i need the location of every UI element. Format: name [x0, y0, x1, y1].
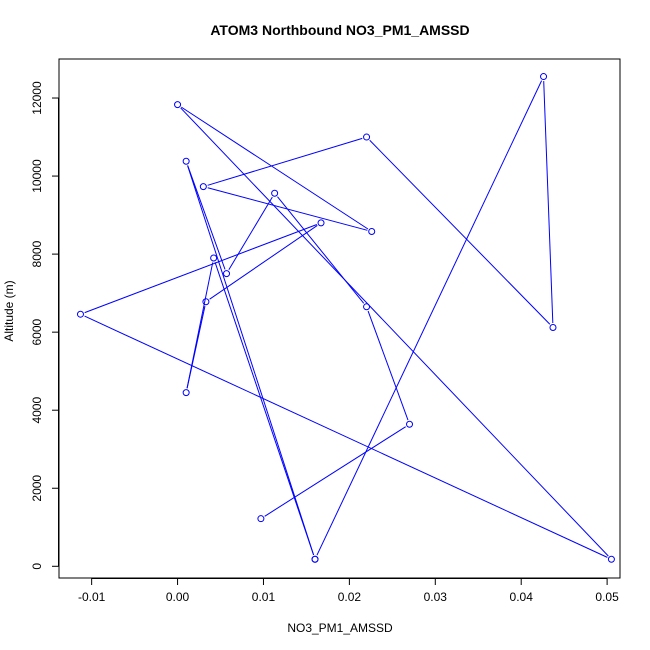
series-layer: [84, 80, 609, 558]
series-line-segment: [316, 80, 543, 556]
data-point: [549, 323, 557, 331]
data-point: [540, 73, 548, 81]
series-line-segment: [228, 196, 273, 271]
data-point: [76, 310, 84, 318]
x-tick-label: -0.01: [78, 590, 106, 604]
y-tick-label: 0: [30, 563, 44, 570]
data-point: [182, 157, 190, 165]
series-line-segment: [187, 165, 315, 556]
series-line-segment: [367, 310, 409, 421]
data-point: [199, 183, 207, 191]
series-line-segment: [84, 224, 317, 314]
data-point: [271, 189, 279, 197]
marker-layer: [76, 73, 615, 563]
y-tick-label: 10000: [30, 159, 44, 193]
data-point: [210, 254, 218, 262]
series-line-segment: [264, 426, 406, 517]
x-tick-label: 0.02: [338, 590, 362, 604]
series-line-segment: [214, 262, 315, 556]
series-line-segment: [209, 225, 318, 300]
x-axis-label: NO3_PM1_AMSSD: [287, 621, 393, 635]
y-tick-label: 6000: [30, 318, 44, 345]
x-tick-label: 0.01: [252, 590, 276, 604]
data-point: [317, 219, 325, 227]
data-point: [182, 389, 190, 397]
y-axis-label: Altitude (m): [2, 280, 16, 341]
data-point: [174, 101, 182, 109]
series-line-segment: [187, 165, 226, 270]
y-axis: 0 2000 4000 6000 8000 10000 12000: [30, 81, 59, 570]
data-point: [311, 555, 319, 563]
y-tick-label: 12000: [30, 81, 44, 115]
series-line-segment: [277, 196, 365, 304]
x-tick-label: 0.05: [595, 590, 619, 604]
chart-title: ATOM3 Northbound NO3_PM1_AMSSD: [210, 22, 469, 38]
y-tick-label: 2000: [30, 475, 44, 502]
data-point: [202, 298, 210, 306]
series-line-segment: [181, 106, 369, 230]
data-point: [607, 555, 615, 563]
series-line-segment: [186, 262, 214, 389]
data-point: [363, 133, 371, 141]
y-tick-label: 8000: [30, 240, 44, 267]
series-line-segment: [207, 137, 363, 186]
data-point: [257, 515, 265, 523]
data-point: [406, 420, 414, 428]
data-point: [223, 270, 231, 278]
series-line-segment: [180, 107, 609, 557]
series-line-segment: [543, 81, 554, 323]
x-axis: -0.01 0.00 0.01 0.02 0.03 0.04 0.05: [78, 578, 619, 604]
x-tick-label: 0.00: [166, 590, 190, 604]
x-tick-label: 0.04: [510, 590, 534, 604]
data-point: [368, 227, 376, 235]
x-tick-label: 0.03: [424, 590, 448, 604]
series-line-segment: [369, 139, 551, 325]
y-tick-label: 4000: [30, 397, 44, 424]
series-line-segment: [84, 315, 608, 558]
data-point: [363, 303, 371, 311]
